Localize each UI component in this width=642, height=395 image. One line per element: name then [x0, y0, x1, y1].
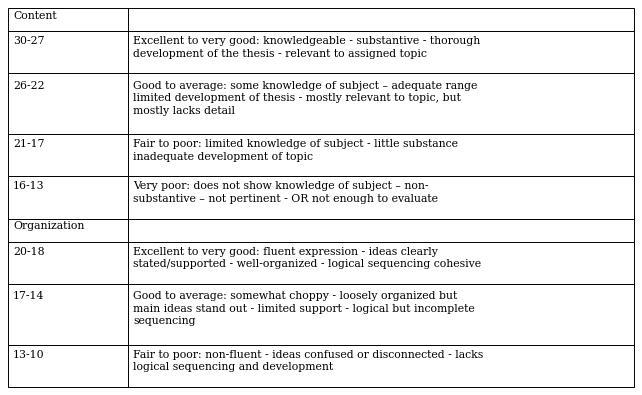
Text: Good to average: some knowledge of subject – adequate range
limited development : Good to average: some knowledge of subje…	[133, 81, 478, 115]
Bar	[8, 242, 128, 284]
Text: Fair to poor: limited knowledge of subject - little substance
inadequate develop: Fair to poor: limited knowledge of subje…	[133, 139, 458, 162]
Text: Organization: Organization	[13, 221, 84, 231]
Text: 21-17: 21-17	[13, 139, 44, 149]
Text: 16-13: 16-13	[13, 181, 45, 192]
Text: Good to average: somewhat choppy - loosely organized but
main ideas stand out - : Good to average: somewhat choppy - loose…	[133, 291, 475, 326]
Bar	[8, 218, 128, 242]
Text: Fair to poor: non-fluent - ideas confused or disconnected - lacks
logical sequen: Fair to poor: non-fluent - ideas confuse…	[133, 350, 483, 372]
Bar	[8, 345, 128, 387]
Bar	[128, 218, 634, 242]
Text: Very poor: does not show knowledge of subject – non-
substantive – not pertinent: Very poor: does not show knowledge of su…	[133, 181, 438, 204]
Text: 17-14: 17-14	[13, 291, 44, 301]
Bar	[128, 177, 634, 218]
Bar	[8, 134, 128, 177]
Bar	[128, 345, 634, 387]
Bar	[8, 8, 128, 31]
Bar	[128, 242, 634, 284]
Bar	[128, 134, 634, 177]
Bar	[128, 284, 634, 345]
Bar	[8, 31, 128, 73]
Text: 30-27: 30-27	[13, 36, 44, 46]
Bar	[8, 73, 128, 134]
Text: 20-18: 20-18	[13, 247, 45, 257]
Text: Content: Content	[13, 11, 56, 21]
Bar	[8, 177, 128, 218]
Bar	[128, 73, 634, 134]
Bar	[8, 284, 128, 345]
Text: 13-10: 13-10	[13, 350, 45, 360]
Text: Excellent to very good: knowledgeable - substantive - thorough
development of th: Excellent to very good: knowledgeable - …	[133, 36, 480, 59]
Text: 26-22: 26-22	[13, 81, 45, 91]
Bar	[128, 31, 634, 73]
Bar	[128, 8, 634, 31]
Text: Excellent to very good: fluent expression - ideas clearly
stated/supported - wel: Excellent to very good: fluent expressio…	[133, 247, 482, 269]
